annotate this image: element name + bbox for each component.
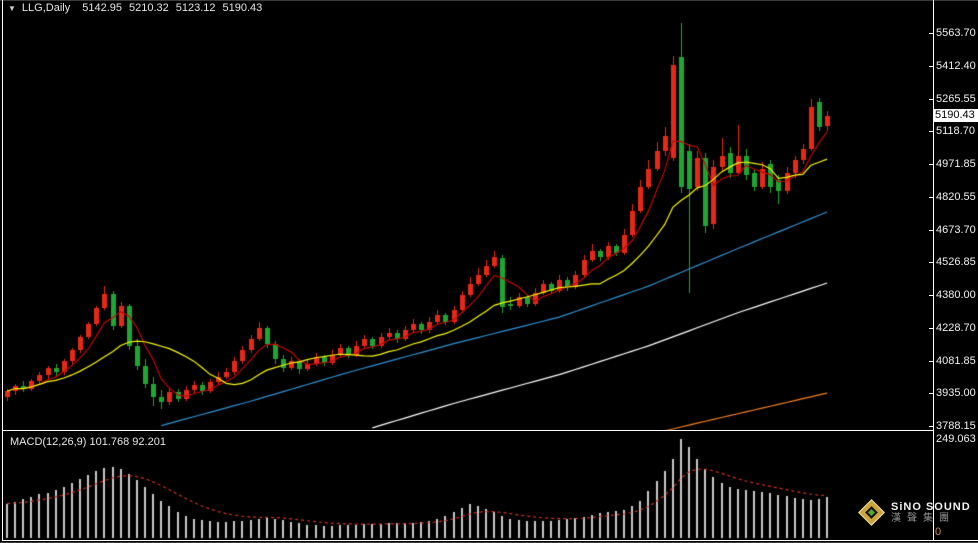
axis-tick-mark [929, 33, 934, 34]
symbol-timeframe-label: LLG,Daily [21, 2, 71, 14]
panel-separator-line[interactable] [2, 430, 934, 431]
price-axis-label: 5118.70 [936, 125, 975, 138]
axis-tick-mark [929, 131, 934, 133]
open-value: 5142.95 [82, 2, 122, 14]
axis-tick-mark [929, 262, 934, 264]
price-chart-canvas[interactable] [3, 0, 933, 431]
high-value: 5210.32 [128, 2, 169, 14]
axis-tick-mark [929, 360, 934, 362]
macd-indicator-label: MACD(12,26,9) 101.768 92.201 [10, 436, 166, 448]
logo-name: SiNO SOUND [891, 500, 971, 513]
close-value: 5190.43 [222, 2, 263, 14]
low-value: 5123.12 [175, 2, 216, 14]
macd-axis-max-label: 249.063 [936, 433, 976, 445]
axis-tick-mark [929, 328, 934, 330]
chart-left-border [2, 0, 3, 541]
price-axis-label: 3935.00 [936, 387, 976, 400]
price-axis-label: 3788.15 [936, 420, 976, 432]
symbol-dropdown-icon[interactable]: ▼ [8, 3, 16, 13]
price-axis-label: 4526.85 [936, 256, 976, 269]
price-axis-label: 4380.00 [936, 289, 976, 301]
axis-tick-mark [929, 229, 934, 231]
axis-tick-mark [929, 197, 934, 199]
logo-chinese-name: 漢聲集團 [891, 512, 955, 524]
macd-indicator-canvas[interactable] [3, 433, 933, 541]
axis-tick-mark [929, 426, 934, 427]
price-axis[interactable]: 5190.43 5563.70 5412.40 5265.55 5118.70 4971… [929, 0, 978, 543]
broker-logo: SiNO SOUND 漢聲集團 [858, 499, 971, 526]
current-price-badge: 5190.43 [933, 108, 978, 122]
price-axis-label: 4081.85 [936, 354, 976, 367]
price-axis-label: 5412.40 [936, 60, 976, 73]
axis-tick-mark [929, 98, 934, 100]
price-axis-label: 5563.70 [936, 27, 976, 39]
price-axis-label: 5265.55 [936, 92, 976, 105]
axis-tick-mark [929, 66, 934, 68]
price-axis-label: 4971.85 [936, 158, 976, 170]
macd-axis-zero-label: 0 [935, 526, 942, 538]
price-axis-label: 4820.55 [936, 191, 976, 204]
price-axis-label: 4673.70 [936, 223, 976, 236]
chart-header: ▼ LLG,Daily 5142.95 5210.32 5123.12 5190… [8, 2, 269, 14]
axis-separator-line[interactable] [933, 0, 934, 541]
macd-bottom-border [2, 540, 978, 541]
axis-tick-mark [929, 295, 934, 296]
axis-tick-mark [929, 393, 934, 395]
axis-tick-mark [929, 164, 934, 165]
window-top-border [0, 0, 978, 1]
price-axis-label: 4228.70 [936, 322, 976, 335]
diamond-logo-icon [858, 499, 885, 526]
